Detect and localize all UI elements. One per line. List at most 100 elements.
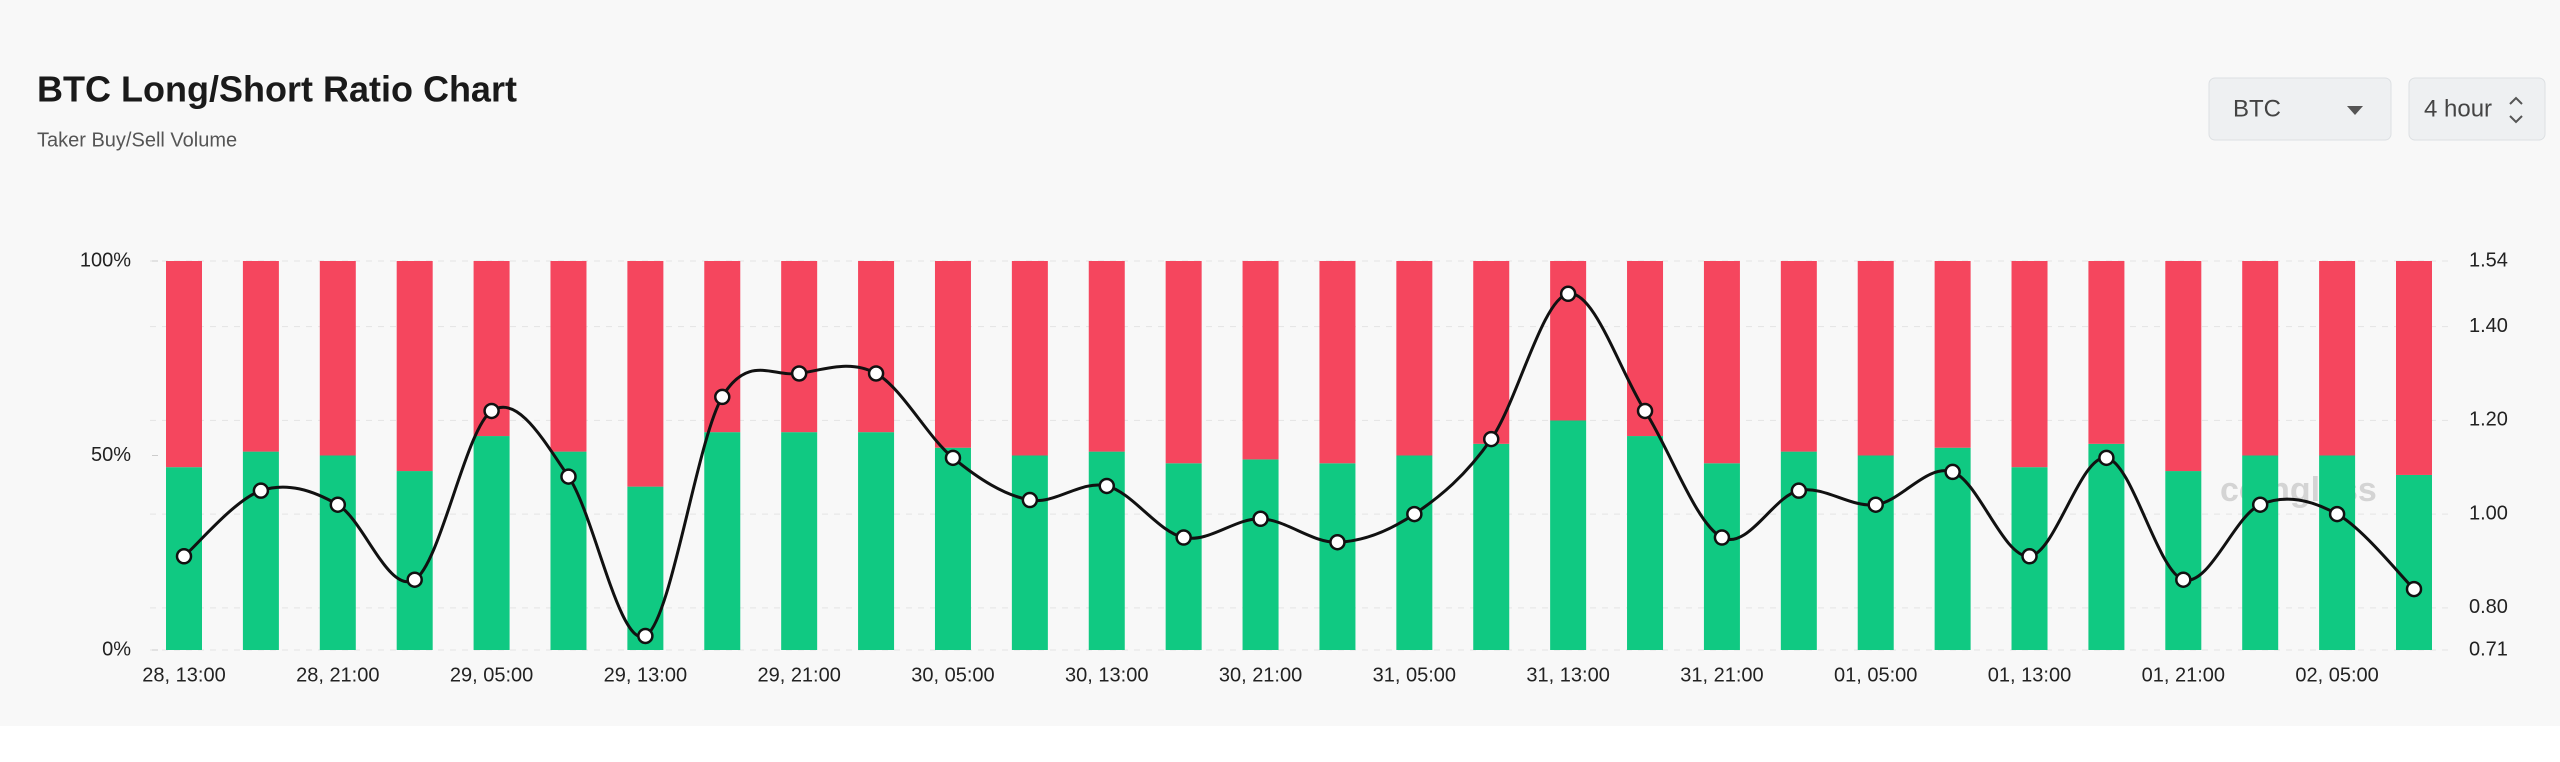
x-tick-label: 30, 05:00 bbox=[911, 664, 994, 686]
footer-strip bbox=[0, 726, 2560, 762]
y2-tick-label: 1.54 bbox=[2469, 249, 2508, 271]
interval-select[interactable]: 4 hour bbox=[2408, 77, 2546, 141]
bar-segment bbox=[627, 261, 664, 487]
y2-tick-label: 0.80 bbox=[2469, 596, 2508, 618]
ratio-point bbox=[483, 402, 500, 420]
bar-segment bbox=[550, 261, 587, 452]
bar-segment bbox=[1319, 463, 1356, 650]
y2-tick-label: 0.71 bbox=[2469, 638, 2508, 660]
bar-segment bbox=[1703, 463, 1740, 650]
x-tick-label: 31, 13:00 bbox=[1526, 664, 1609, 686]
bar-segment bbox=[473, 436, 510, 650]
bar-segment bbox=[1396, 455, 1433, 650]
ratio-point bbox=[944, 449, 962, 467]
spinner-icon bbox=[2509, 96, 2523, 124]
bar-segment bbox=[1165, 261, 1202, 464]
ratio-point bbox=[1559, 285, 1577, 303]
x-tick-label: 01, 21:00 bbox=[2142, 664, 2225, 686]
bar-segment bbox=[1550, 261, 1587, 421]
ratio-point bbox=[329, 496, 347, 513]
ratio-line bbox=[183, 292, 2416, 639]
bar-segment bbox=[396, 261, 433, 472]
bar-segment bbox=[1011, 261, 1048, 456]
select-box[interactable] bbox=[2208, 77, 2392, 141]
ratio-point bbox=[2021, 548, 2038, 565]
bar-segment bbox=[1703, 261, 1740, 464]
bar-segment bbox=[781, 432, 818, 650]
ratio-point bbox=[1098, 477, 1116, 495]
bar-segment bbox=[1780, 451, 1817, 650]
ratio-point bbox=[1713, 529, 1731, 546]
bar-segment bbox=[858, 261, 895, 433]
bar-segment bbox=[1242, 459, 1279, 650]
ratio-point bbox=[560, 468, 577, 485]
bar-segment bbox=[934, 447, 971, 650]
ratio-point bbox=[790, 365, 808, 382]
ratio-point bbox=[252, 482, 270, 499]
x-tick-label: 30, 21:00 bbox=[1219, 664, 1302, 686]
bar-segment bbox=[2088, 443, 2125, 650]
x-tick-label: 01, 05:00 bbox=[1834, 664, 1917, 686]
bar-segment bbox=[1165, 463, 1202, 650]
ratio-point bbox=[175, 548, 193, 565]
y-tick-label: 50% bbox=[91, 444, 131, 466]
bar-segment bbox=[166, 261, 202, 468]
y-tick-label: 100% bbox=[80, 249, 131, 271]
select-box[interactable] bbox=[2408, 77, 2546, 141]
ratio-point bbox=[1867, 496, 1884, 513]
y2-tick-label: 1.40 bbox=[2469, 315, 2508, 337]
ratio-point bbox=[1175, 529, 1192, 546]
bar-segment bbox=[2242, 455, 2279, 650]
select-value[interactable]: BTC bbox=[2233, 95, 2281, 122]
bar-segment bbox=[1088, 261, 1125, 452]
bar-segment bbox=[1319, 261, 1356, 464]
bar-segment bbox=[1857, 455, 1894, 650]
ratio-point bbox=[2098, 449, 2115, 467]
subtitle: Taker Buy/Sell Volume bbox=[37, 129, 237, 151]
select-value[interactable]: 4 hour bbox=[2424, 95, 2492, 122]
bar-segment bbox=[781, 261, 818, 433]
bar-segment bbox=[627, 486, 664, 650]
bar-segment bbox=[1627, 436, 1664, 650]
x-tick-label: 01, 13:00 bbox=[1988, 664, 2071, 686]
bar-segment bbox=[1011, 455, 1048, 650]
ratio-point bbox=[1636, 402, 1654, 420]
bar-segment bbox=[2165, 471, 2202, 650]
ratio-point bbox=[1252, 510, 1269, 528]
ratio-point bbox=[1021, 491, 1039, 509]
bar-segment bbox=[1473, 261, 1510, 444]
y-tick-label: 0% bbox=[102, 638, 131, 660]
bar-segment bbox=[319, 261, 356, 456]
ratio-point bbox=[714, 388, 731, 406]
bar-segment bbox=[1857, 261, 1894, 456]
ratio-point bbox=[2328, 505, 2346, 523]
bar-segment bbox=[1550, 420, 1587, 650]
x-tick-label: 31, 05:00 bbox=[1373, 664, 1456, 686]
bar-segment bbox=[1780, 261, 1817, 452]
bar-segment bbox=[2319, 261, 2356, 456]
y2-tick-label: 1.00 bbox=[2469, 502, 2508, 524]
x-tick-label: 29, 13:00 bbox=[604, 664, 687, 686]
ratio-point bbox=[2405, 580, 2423, 598]
bar-segment bbox=[1473, 443, 1510, 650]
bar-segment bbox=[858, 432, 895, 650]
ratio-point bbox=[1482, 430, 1500, 448]
bar-segment bbox=[396, 471, 433, 650]
bar-segment bbox=[1396, 261, 1433, 456]
bar-segment bbox=[242, 451, 279, 650]
bar-segment bbox=[2396, 261, 2432, 475]
bar-segment bbox=[319, 455, 356, 650]
x-tick-label: 30, 13:00 bbox=[1065, 664, 1148, 686]
x-tick-label: 02, 05:00 bbox=[2295, 664, 2378, 686]
ratio-point bbox=[867, 365, 885, 382]
bar-segment bbox=[242, 261, 279, 452]
x-tick-label: 31, 21:00 bbox=[1680, 664, 1763, 686]
symbol-select[interactable]: BTC bbox=[2208, 77, 2392, 141]
ratio-point bbox=[1790, 482, 1808, 499]
x-tick-label: 28, 21:00 bbox=[296, 664, 379, 686]
bar-segment bbox=[704, 261, 741, 433]
ratio-point bbox=[406, 571, 423, 588]
ratio-point bbox=[2251, 496, 2269, 513]
dropdown-arrow bbox=[2347, 106, 2363, 115]
